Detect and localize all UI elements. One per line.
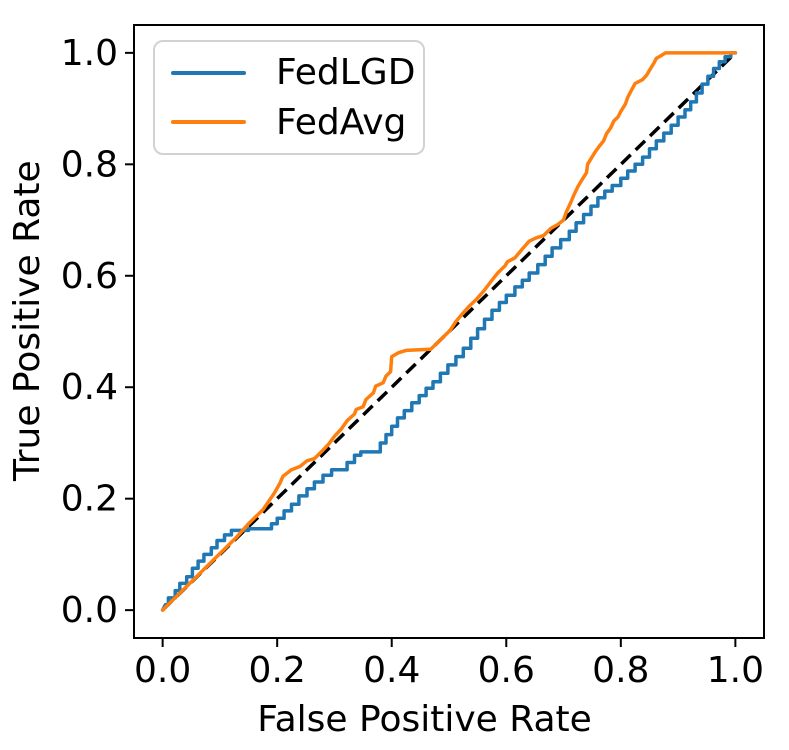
legend-entry-fedlgd: FedLGD	[163, 51, 415, 94]
fedlgd-line-swatch	[171, 70, 246, 75]
legend-entry-fedavg: FedAvg	[163, 101, 415, 144]
y-tick-label: 1.0	[61, 33, 118, 74]
series-line-fedavg	[160, 51, 738, 612]
y-tick-label: 0.2	[61, 479, 118, 520]
axes-spines	[133, 24, 765, 639]
y-axis-title: True Positive Rate	[7, 160, 48, 481]
series-line-fedlgd	[160, 51, 738, 612]
x-tick-label: 0.6	[478, 650, 535, 691]
fedavg-line-swatch	[171, 120, 246, 125]
x-tick-label: 0.2	[249, 650, 306, 691]
y-tick-label: 0.0	[61, 590, 118, 631]
y-tick-label: 0.8	[61, 144, 118, 185]
reference-diagonal-line	[161, 51, 737, 612]
x-tick-label: 0.8	[592, 650, 649, 691]
x-axis-title: False Positive Rate	[257, 699, 592, 740]
axis-ticks: 0.0 0.2 0.4 0.6 0.8 1.0 0.0 0.2 0.4 0.6 0.8 1.0	[61, 33, 764, 691]
legend: FedLGD FedAvg	[153, 40, 425, 155]
legend-label-fedlgd: FedLGD	[276, 52, 416, 94]
y-tick-label: 0.4	[61, 367, 118, 408]
plot-area	[160, 51, 738, 612]
x-tick-label: 0.4	[363, 650, 420, 691]
legend-label-fedavg: FedAvg	[276, 101, 407, 143]
y-tick-label: 0.6	[61, 256, 118, 297]
x-tick-label: 0.0	[134, 650, 191, 691]
x-tick-label: 1.0	[707, 650, 764, 691]
